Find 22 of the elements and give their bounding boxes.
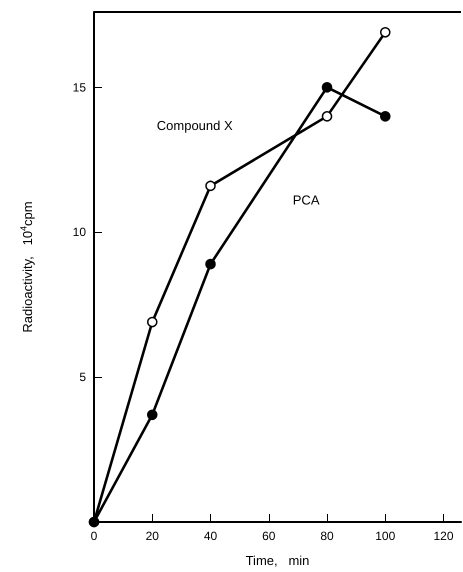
y-tick-label: 15 <box>72 80 86 94</box>
text: Compound X <box>156 118 233 134</box>
x-tick-label: 60 <box>262 529 276 543</box>
point <box>205 180 216 192</box>
x-tick-label: 40 <box>204 529 218 543</box>
point <box>322 111 332 122</box>
y-tick-label: 10 <box>72 225 86 240</box>
x-tick-label: 80 <box>320 529 334 543</box>
x-tick-label: 100 <box>375 529 396 543</box>
point <box>380 111 391 122</box>
x-tick-label: 0 <box>90 529 98 543</box>
x-tick-label: 120 <box>434 529 454 543</box>
point <box>380 27 391 38</box>
x-tick-label: 20 <box>146 529 160 543</box>
text: PCA <box>292 192 320 208</box>
y-axis-title: Radioactivity, 104cpm <box>18 201 35 333</box>
point <box>205 258 216 270</box>
point <box>147 410 158 420</box>
point <box>322 82 332 93</box>
y-tick-label: 5 <box>79 370 86 384</box>
point <box>147 316 158 328</box>
x-axis-title: Time, min <box>246 553 310 568</box>
